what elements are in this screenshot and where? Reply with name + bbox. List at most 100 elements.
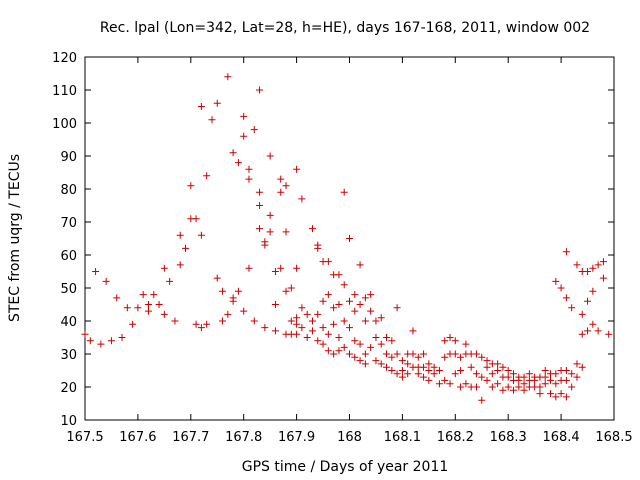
data-point (361, 294, 369, 302)
data-point (457, 383, 465, 391)
data-point (441, 376, 449, 384)
data-point (457, 353, 465, 361)
data-point (594, 327, 602, 335)
data-point (562, 376, 570, 384)
data-point (562, 367, 570, 374)
data-point (494, 360, 502, 368)
data-point (192, 320, 200, 328)
data-point (356, 340, 364, 348)
data-point (568, 304, 576, 312)
data-point (351, 353, 359, 361)
x-tick-label: 167.9 (278, 430, 315, 445)
data-point (134, 304, 142, 312)
data-point (213, 274, 221, 282)
data-point (208, 116, 216, 124)
data-point (393, 370, 401, 378)
data-point (541, 367, 549, 374)
data-point (245, 165, 253, 173)
y-tick-label: 120 (52, 51, 77, 66)
data-point (520, 380, 528, 388)
data-point (97, 340, 105, 348)
data-point (499, 386, 507, 394)
x-tick-label: 168.4 (542, 430, 579, 445)
data-point (192, 215, 200, 223)
data-point (557, 284, 565, 292)
data-point (266, 211, 274, 219)
data-point (176, 231, 184, 239)
data-point (388, 353, 396, 361)
data-point (372, 357, 380, 365)
data-point (256, 202, 264, 209)
data-point (139, 291, 147, 299)
data-point (160, 310, 168, 318)
data-point (573, 360, 581, 368)
data-point (144, 301, 152, 308)
y-tick-label: 80 (60, 183, 77, 198)
data-point (531, 376, 539, 384)
data-point (308, 225, 316, 233)
data-point (282, 228, 290, 236)
data-point (441, 337, 449, 345)
data-point (298, 304, 306, 312)
data-point (324, 347, 332, 355)
data-point (562, 393, 570, 401)
data-point (578, 310, 586, 318)
data-point (356, 357, 364, 365)
data-point (324, 291, 332, 299)
data-point (388, 367, 396, 374)
data-point (203, 172, 211, 180)
data-point (494, 380, 502, 388)
data-point (277, 175, 285, 183)
x-tick-label: 168 (337, 430, 362, 445)
data-point (398, 373, 406, 381)
data-point (420, 363, 428, 371)
data-point (150, 291, 158, 299)
data-point (420, 350, 428, 358)
data-point (324, 330, 332, 338)
data-point (351, 337, 359, 345)
data-point (547, 376, 555, 384)
data-point (462, 380, 470, 388)
data-point (499, 363, 507, 371)
data-point (319, 324, 327, 332)
data-point (256, 225, 264, 233)
data-point (483, 376, 491, 384)
data-point (383, 363, 391, 371)
data-point (377, 314, 385, 322)
data-point (107, 337, 115, 345)
data-point (414, 370, 422, 378)
data-point (520, 386, 528, 394)
x-tick-label: 168.5 (595, 430, 632, 445)
data-point (599, 274, 607, 282)
data-point (356, 261, 364, 269)
data-point (346, 324, 353, 332)
x-tick-label: 167.6 (119, 430, 156, 445)
data-point (594, 261, 602, 269)
data-point (160, 264, 168, 272)
data-point (361, 350, 369, 358)
data-point (176, 261, 184, 269)
data-point (346, 350, 353, 358)
data-point (599, 258, 607, 266)
data-point (605, 330, 613, 338)
data-point (197, 324, 205, 332)
data-point (488, 370, 496, 378)
data-point (219, 317, 227, 325)
data-point (377, 360, 385, 368)
data-point (271, 327, 279, 335)
y-axis-label: STEC from uqrg / TECUs (7, 154, 23, 322)
data-point (266, 152, 274, 160)
data-point (266, 228, 274, 236)
data-point (293, 330, 301, 338)
data-point (282, 287, 290, 295)
data-point (409, 327, 417, 335)
data-point (86, 337, 94, 345)
data-point (335, 271, 343, 279)
data-point (541, 380, 549, 388)
data-point (308, 327, 316, 335)
data-point (293, 264, 301, 272)
data-point (155, 301, 163, 308)
data-point (250, 126, 258, 134)
data-point (446, 334, 454, 341)
